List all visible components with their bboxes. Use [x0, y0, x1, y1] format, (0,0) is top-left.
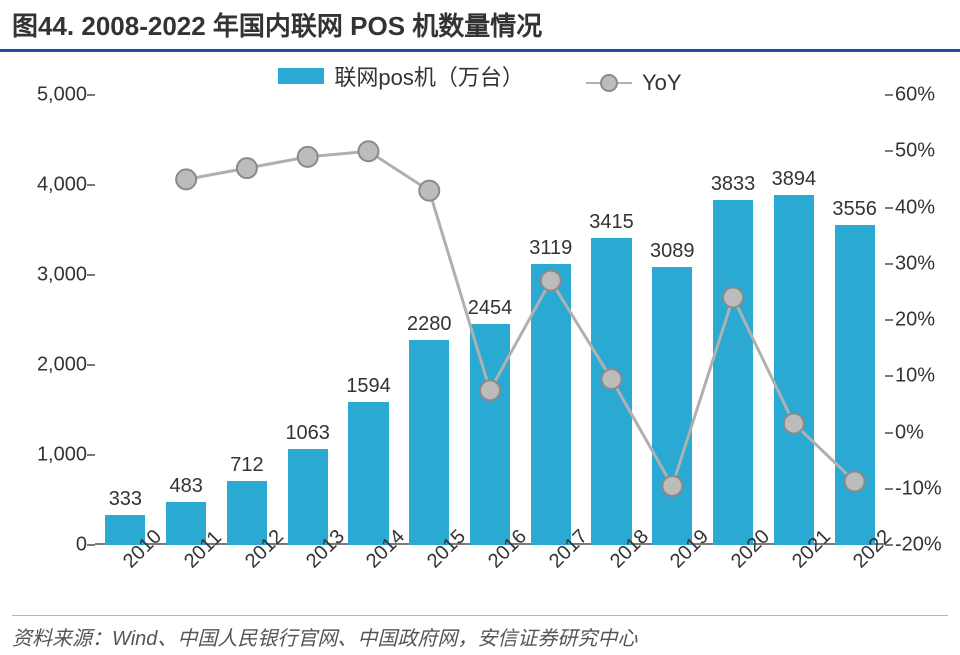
bar-value-label: 333	[109, 488, 142, 511]
bar-value-label: 483	[169, 475, 202, 498]
bar-value-label: 3089	[650, 240, 695, 263]
y-right-tick: 0%	[895, 421, 960, 444]
yoy-marker	[237, 158, 257, 178]
legend-line-label: YoY	[642, 70, 682, 96]
bar-value-label: 3415	[589, 211, 634, 234]
y-right-tick: 60%	[895, 84, 960, 107]
bar	[652, 267, 692, 545]
y-left-tick: 0	[17, 534, 87, 557]
bar-value-label: 2454	[468, 297, 513, 320]
chart-title: 图44. 2008-2022 年国内联网 POS 机数量情况	[0, 0, 960, 52]
line-swatch-icon	[586, 82, 632, 84]
legend-bar-label: 联网pos机（万台）	[334, 60, 523, 92]
y-right-tick: -20%	[895, 534, 960, 557]
bar	[409, 340, 449, 545]
y-right-tick: 40%	[895, 196, 960, 219]
bar	[288, 449, 328, 545]
bar-value-label: 1594	[346, 375, 391, 398]
figure: 图44. 2008-2022 年国内联网 POS 机数量情况 联网pos机（万台…	[0, 0, 960, 655]
bar-value-label: 3833	[711, 173, 756, 196]
bar	[774, 195, 814, 545]
legend-item-line: YoY	[586, 70, 682, 96]
bar	[591, 238, 631, 545]
yoy-marker	[419, 181, 439, 201]
legend-item-bar: 联网pos机（万台）	[278, 60, 523, 92]
bar-value-label: 3556	[832, 198, 877, 221]
bar	[348, 402, 388, 545]
bar	[713, 200, 753, 545]
y-left-tick: 2,000	[17, 354, 87, 377]
y-right-tick: 10%	[895, 365, 960, 388]
y-left-tick: 3,000	[17, 264, 87, 287]
yoy-marker	[298, 147, 318, 167]
bar	[835, 225, 875, 545]
y-right-tick: 50%	[895, 140, 960, 163]
bar-value-label: 3894	[772, 168, 817, 191]
bar-swatch-icon	[278, 68, 324, 84]
plot-area: 333 483 712 1063 1594 2280 2454 3119 3415 3089 383…	[95, 95, 885, 545]
bar-value-label: 2280	[407, 313, 452, 336]
yoy-marker	[358, 141, 378, 161]
bar	[531, 264, 571, 545]
y-right-tick: -10%	[895, 477, 960, 500]
source-footer: 资料来源：Wind、中国人民银行官网、中国政府网，安信证券研究中心	[12, 615, 948, 651]
y-left-tick: 5,000	[17, 84, 87, 107]
y-left-tick: 4,000	[17, 174, 87, 197]
bar-value-label: 1063	[285, 422, 330, 445]
y-left-tick: 1,000	[17, 444, 87, 467]
legend: 联网pos机（万台） YoY	[0, 60, 960, 96]
y-right-tick: 20%	[895, 309, 960, 332]
y-right-tick: 30%	[895, 252, 960, 275]
bar-value-label: 712	[230, 454, 263, 477]
bar	[470, 324, 510, 545]
bar-value-label: 3119	[529, 237, 572, 260]
yoy-marker	[176, 169, 196, 189]
